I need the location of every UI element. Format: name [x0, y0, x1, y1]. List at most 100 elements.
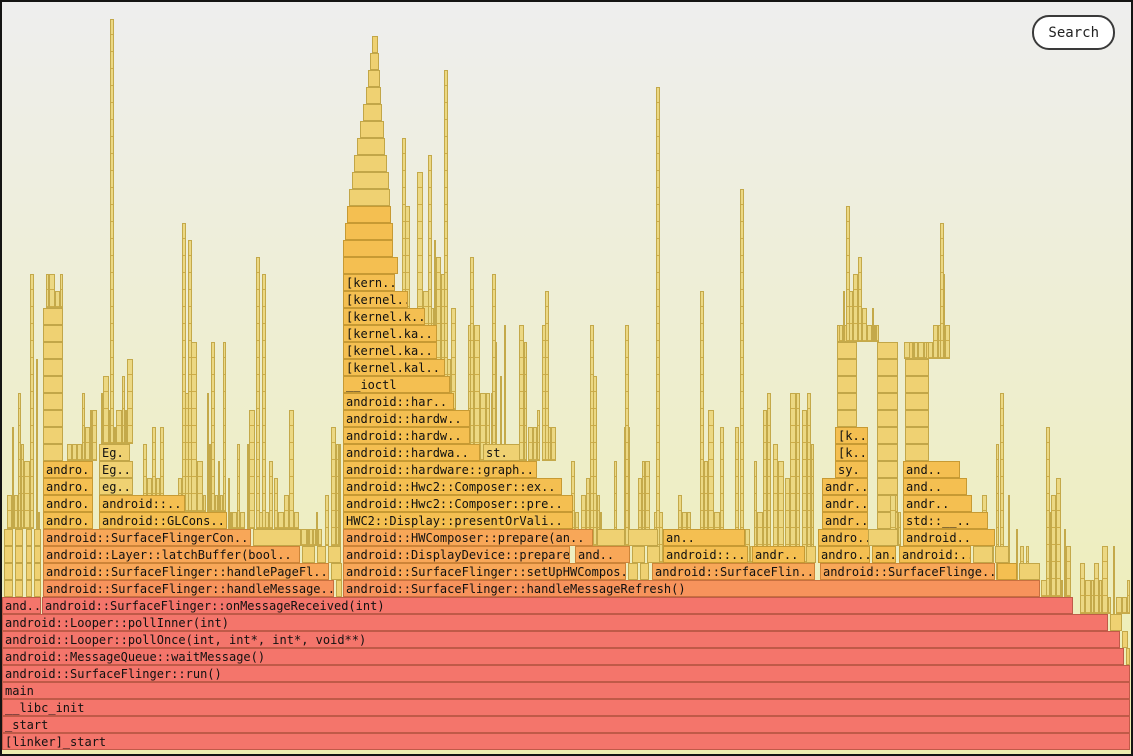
flame-spike[interactable] [38, 512, 40, 529]
flame-frame[interactable]: [k.. [835, 444, 868, 461]
flame-frame-unlabeled[interactable] [26, 563, 32, 580]
flame-frame-unlabeled[interactable] [877, 427, 898, 444]
flame-spike[interactable] [284, 495, 289, 529]
flame-spike[interactable] [127, 359, 133, 444]
flame-frame[interactable]: and.. [575, 546, 630, 563]
flame-spike[interactable] [30, 274, 34, 529]
flame-spike[interactable] [325, 495, 329, 546]
flame-frame[interactable]: android::.. [663, 546, 748, 563]
flame-frame-unlabeled[interactable] [4, 546, 13, 563]
flame-frame-unlabeled[interactable] [345, 223, 393, 240]
flame-frame[interactable]: android::hardw.. [343, 410, 470, 427]
flame-spike[interactable] [85, 427, 90, 461]
flame-spike[interactable] [256, 257, 260, 529]
flame-frame-unlabeled[interactable] [837, 410, 857, 427]
flame-frame-unlabeled[interactable] [877, 478, 898, 495]
flame-spike[interactable] [60, 274, 63, 308]
flame-spike[interactable] [110, 19, 114, 444]
flame-frame-unlabeled[interactable] [34, 563, 41, 580]
flame-spike[interactable] [843, 291, 845, 342]
flame-spike[interactable] [237, 444, 240, 529]
flame-spike[interactable] [278, 512, 284, 529]
flame-spike[interactable] [874, 325, 876, 342]
flame-spike[interactable] [307, 529, 309, 546]
flame-frame-unlabeled[interactable] [343, 257, 398, 274]
flame-frame[interactable]: st. [483, 444, 520, 461]
flame-spike[interactable] [470, 257, 474, 461]
flame-frame[interactable]: [kernel.ka.. [343, 342, 437, 359]
flame-spike[interactable] [1116, 597, 1122, 614]
flame-spike[interactable] [700, 291, 704, 563]
flame-frame-unlabeled[interactable] [905, 376, 929, 393]
flame-frame-unlabeled[interactable] [15, 546, 23, 563]
flame-frame-unlabeled[interactable] [34, 546, 41, 563]
flame-spike[interactable] [218, 461, 220, 512]
flame-spike[interactable] [309, 529, 313, 546]
flame-spike[interactable] [846, 206, 850, 342]
flame-frame-unlabeled[interactable] [302, 546, 315, 563]
flame-frame-unlabeled[interactable] [26, 546, 32, 563]
flame-frame[interactable]: and.. [2, 597, 41, 614]
flame-frame[interactable]: [linker]_start [2, 733, 1130, 750]
flame-spike[interactable] [207, 393, 209, 512]
flame-frame[interactable]: eg.. [99, 478, 133, 495]
flame-frame-unlabeled[interactable] [43, 359, 63, 376]
flame-spike[interactable] [116, 410, 122, 444]
flame-frame-unlabeled[interactable] [372, 36, 378, 53]
flame-spike[interactable] [24, 461, 30, 529]
flame-frame-unlabeled[interactable] [4, 580, 13, 597]
flame-frame[interactable]: andr.. [752, 546, 805, 563]
flame-frame[interactable]: andro.. [818, 529, 870, 546]
flame-frame-unlabeled[interactable] [877, 342, 898, 359]
flame-frame-unlabeled[interactable] [354, 155, 387, 172]
flame-frame[interactable]: android::Looper::pollOnce(int, int*, int… [2, 631, 1120, 648]
flame-frame-unlabeled[interactable] [4, 529, 13, 546]
flame-spike[interactable] [1056, 478, 1061, 597]
flame-spike[interactable] [55, 291, 60, 308]
flame-frame[interactable]: android::SurfaceFlinger::handleMessageRe… [343, 580, 1040, 597]
flame-frame-unlabeled[interactable] [349, 189, 390, 206]
flame-spike[interactable] [904, 342, 910, 359]
flame-frame[interactable]: and.. [903, 478, 967, 495]
flame-frame-unlabeled[interactable] [26, 580, 32, 597]
flame-spike[interactable] [232, 512, 237, 529]
flame-spike[interactable] [914, 342, 918, 359]
flame-frame-unlabeled[interactable] [647, 546, 660, 563]
flame-frame[interactable]: [kernel.k.. [343, 308, 425, 325]
flame-spike[interactable] [492, 274, 496, 461]
flame-frame-unlabeled[interactable] [4, 563, 13, 580]
flame-frame[interactable]: android::Hwc2::Composer::pre.. [343, 495, 573, 512]
flame-spike[interactable] [46, 274, 49, 308]
flame-spike[interactable] [1064, 529, 1066, 597]
flame-frame[interactable]: andro.. [43, 478, 93, 495]
flame-frame[interactable]: [kernel.kal.. [343, 359, 445, 376]
flame-frame-unlabeled[interactable] [1122, 631, 1128, 648]
flame-frame-unlabeled[interactable] [43, 427, 63, 444]
flame-frame-unlabeled[interactable] [837, 342, 857, 359]
flame-spike[interactable] [1066, 546, 1071, 597]
flame-spike[interactable] [1102, 546, 1108, 614]
flame-spike[interactable] [528, 427, 533, 461]
flame-spike[interactable] [114, 427, 116, 444]
flame-frame-unlabeled[interactable] [632, 546, 645, 563]
flame-frame-unlabeled[interactable] [628, 563, 638, 580]
flame-frame-unlabeled[interactable] [331, 563, 342, 580]
flame-spike[interactable] [7, 495, 12, 529]
flame-spike[interactable] [945, 325, 950, 359]
flame-frame[interactable]: android::hardwa.. [343, 444, 480, 461]
flame-frame[interactable]: andr.. [822, 495, 868, 512]
flame-spike[interactable] [230, 512, 232, 529]
flame-spike[interactable] [211, 342, 215, 512]
flame-frame[interactable]: android::har.. [343, 393, 454, 410]
flame-spike[interactable] [262, 274, 266, 529]
flame-frame[interactable]: android::GLCons.. [99, 512, 227, 529]
flame-frame-unlabeled[interactable] [43, 444, 63, 461]
flame-spike[interactable] [67, 444, 72, 461]
flame-spike[interactable] [188, 240, 192, 512]
flame-spike[interactable] [90, 410, 92, 461]
flame-frame-unlabeled[interactable] [363, 104, 382, 121]
flame-spike[interactable] [656, 87, 660, 563]
flame-spike[interactable] [545, 291, 549, 461]
flame-frame-unlabeled[interactable] [877, 444, 898, 461]
